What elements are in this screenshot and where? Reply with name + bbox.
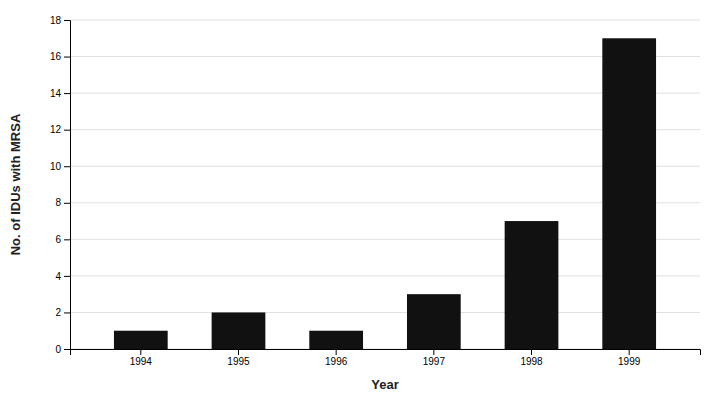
y-tick-mark	[64, 203, 70, 204]
bar	[505, 221, 559, 349]
y-axis-title: No. of IDUs with MRSA	[8, 113, 23, 255]
x-tick-mark	[531, 349, 532, 355]
x-tick-label: 1995	[227, 356, 250, 367]
y-tick-label: 14	[50, 88, 62, 99]
x-tick-label: 1999	[618, 356, 641, 367]
x-tick: 1999	[618, 349, 641, 367]
y-tick-mark	[64, 276, 70, 277]
x-axis: 1994 1995 1996 1997 1998 1999	[71, 349, 701, 367]
y-tick-mark	[64, 93, 70, 94]
y-tick-mark	[64, 166, 70, 167]
y-tick: 18	[50, 15, 70, 26]
x-tick: 1994	[130, 349, 153, 367]
x-tick-mark	[336, 349, 337, 355]
plot: 1994 1995 1996 1997 1998 1999 0 2 4 6 8 10 12 14 16 18	[50, 15, 701, 367]
y-tick: 16	[50, 51, 70, 62]
chart: 1994 1995 1996 1997 1998 1999 0 2 4 6 8 10 12 14 16 18 Y…	[0, 0, 720, 401]
y-tick-label: 16	[50, 51, 62, 62]
y-tick-mark	[64, 57, 70, 58]
bar	[114, 331, 168, 349]
y-axis-line	[64, 21, 71, 350]
grid-line	[70, 20, 700, 21]
y-tick: 4	[55, 271, 70, 282]
x-tick-mark	[629, 349, 630, 355]
x-tick: 1995	[227, 349, 250, 367]
bar	[212, 312, 266, 349]
y-tick: 2	[55, 307, 70, 318]
y-axis: 0 2 4 6 8 10 12 14 16 18	[50, 15, 71, 355]
y-tick-label: 0	[55, 344, 61, 355]
bar	[407, 294, 461, 349]
y-tick: 14	[50, 88, 70, 99]
marks	[114, 38, 656, 349]
grid	[70, 20, 700, 349]
y-tick-label: 8	[55, 197, 61, 208]
x-tick: 1998	[520, 349, 543, 367]
y-tick: 12	[50, 124, 70, 135]
y-tick-label: 4	[55, 271, 61, 282]
x-tick-mark	[140, 349, 141, 355]
y-tick-label: 6	[55, 234, 61, 245]
y-tick-label: 18	[50, 15, 62, 26]
y-tick: 6	[55, 234, 70, 245]
x-tick-mark	[433, 349, 434, 355]
x-axis-title: Year	[371, 377, 398, 392]
bar	[602, 38, 656, 349]
x-tick: 1997	[423, 349, 446, 367]
y-tick-mark	[64, 239, 70, 240]
x-tick-label: 1997	[423, 356, 446, 367]
y-tick-label: 2	[55, 307, 61, 318]
chart-container: 1994 1995 1996 1997 1998 1999 0 2 4 6 8 10 12 14 16 18 Y…	[0, 0, 720, 401]
bar	[309, 331, 363, 349]
y-tick: 8	[55, 197, 70, 208]
y-tick-mark	[64, 349, 70, 350]
y-tick-mark	[64, 312, 70, 313]
y-tick-label: 10	[50, 161, 62, 172]
y-tick-mark	[64, 20, 70, 21]
x-axis-line	[71, 350, 701, 356]
y-tick-label: 12	[50, 124, 62, 135]
x-tick: 1996	[325, 349, 348, 367]
x-tick-label: 1998	[520, 356, 543, 367]
x-tick-label: 1996	[325, 356, 348, 367]
y-tick: 10	[50, 161, 70, 172]
y-tick: 0	[55, 344, 70, 355]
x-tick-mark	[238, 349, 239, 355]
x-tick-label: 1994	[130, 356, 153, 367]
y-tick-mark	[64, 130, 70, 131]
